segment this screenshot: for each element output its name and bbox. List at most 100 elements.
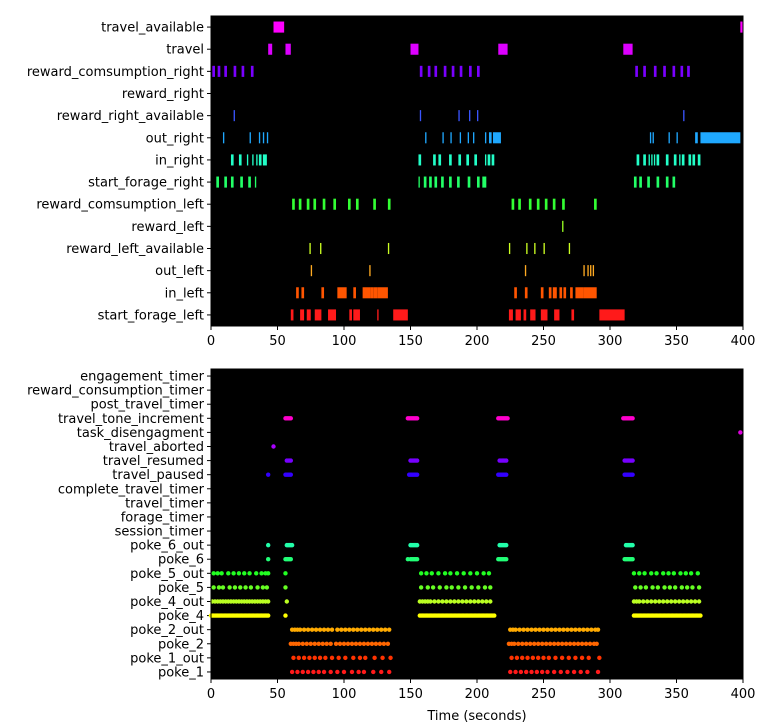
event-point [476,599,481,604]
event-point [357,641,363,646]
event-point [504,472,509,477]
event-bar [492,132,501,144]
event-point [637,571,642,576]
event-point [638,585,643,590]
event-point [321,669,327,675]
event-point [690,585,695,590]
event-point [657,599,662,604]
event-point [301,627,307,632]
y-tick-label: post_travel_timer [90,398,204,413]
event-point [650,585,655,590]
event-bar [469,65,472,77]
event-point [575,641,581,646]
event-bar [635,65,638,77]
event-point [512,641,517,646]
event-point [300,641,305,646]
y-tick-label: in_right [155,153,204,168]
event-bar [328,309,337,321]
event-point [643,585,649,590]
event-point [472,599,477,604]
event-bar [665,154,669,166]
event-point [468,571,473,576]
event-point [637,599,642,604]
event-point [329,655,335,661]
x-tick-label: 200 [465,687,490,702]
event-point [579,641,585,646]
event-bar [387,198,391,210]
event-point [456,585,461,590]
event-bar [477,65,480,77]
event-point [642,571,647,576]
y-tick-label: poke_2 [158,637,204,652]
event-point [565,627,570,632]
event-point [738,430,743,435]
x-tick-label: 100 [332,334,357,349]
event-point [553,655,558,661]
event-point [541,655,546,661]
event-point [363,655,368,661]
y-tick-label: task_disengagment [77,426,204,441]
event-bar [559,287,563,299]
event-point [444,599,449,604]
event-point [481,571,486,576]
event-bar [248,176,251,188]
event-bar [672,176,676,188]
event-point [361,641,367,646]
event-bar [592,265,595,277]
event-bar [429,176,432,188]
event-point [504,458,509,463]
event-point [226,571,231,576]
event-point [486,571,492,576]
x-tick-label: 250 [531,334,556,349]
event-point [513,627,518,632]
event-point [524,669,529,675]
event-bar [241,65,245,77]
x-tick-label: 400 [731,687,756,702]
event-point [683,571,689,576]
event-point [504,557,509,562]
event-bar [262,154,267,166]
y-tick-label: reward_left_available [66,242,204,257]
event-bar [575,287,584,299]
event-point [513,669,518,675]
event-point [238,585,243,590]
event-point [300,669,305,675]
event-bar [233,110,235,122]
event-point [428,599,433,604]
event-point [518,669,524,675]
event-point [265,571,271,576]
event-point [543,641,549,646]
event-bar [668,132,670,144]
event-point [468,599,473,604]
x-tick-label: 50 [269,334,286,349]
event-point [333,641,339,646]
event-point [529,627,534,632]
event-bar [653,154,656,166]
event-bar [652,132,654,144]
event-point [551,641,557,646]
event-point [216,585,222,590]
y-tick-label: poke_1 [158,665,204,680]
event-point [566,655,571,661]
event-bar [240,176,243,188]
event-bar [700,132,741,144]
event-bar [656,176,660,188]
event-point [696,585,702,590]
event-bar [377,309,379,321]
event-point [488,585,493,590]
event-point [508,669,513,675]
event-bar [217,65,221,77]
event-bar [498,43,508,55]
event-bar [665,176,669,188]
event-point [679,585,685,590]
event-point [283,613,288,618]
event-point [265,599,271,604]
event-bar [540,309,548,321]
event-point [373,641,379,646]
event-point [437,585,442,590]
event-point [356,669,361,675]
event-bar [643,154,646,166]
event-point [424,571,429,576]
event-point [558,669,563,675]
event-point [524,641,529,646]
